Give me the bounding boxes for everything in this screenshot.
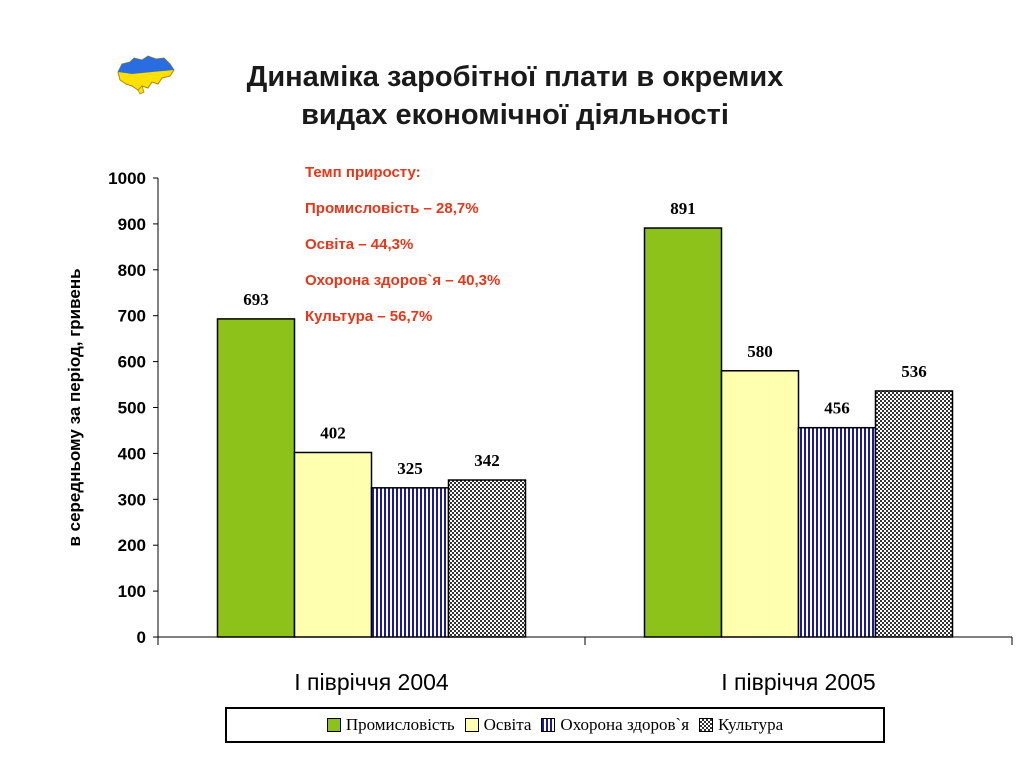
title-line-1: Динаміка заробітної плати в окремих <box>246 61 784 93</box>
page-title: Динаміка заробітної плати в окремих вида… <box>180 58 850 134</box>
data-label-education-1: 402 <box>320 423 346 442</box>
y-tick-label: 1000 <box>108 169 146 188</box>
legend-swatch-education <box>464 718 479 732</box>
chart-legend: Промисловість Освіта Охорона здоров`я Ку… <box>225 707 885 743</box>
x-category-label: І півріччя 2005 <box>721 669 875 695</box>
y-tick-label: 100 <box>118 582 146 601</box>
legend-label-industry: Промисловість <box>345 715 455 734</box>
data-label-industry-1: 693 <box>243 290 269 309</box>
bar-health-1 <box>370 487 450 638</box>
title-line-2: видах економічної діяльності <box>301 99 729 131</box>
legend-label-education: Освіта <box>483 715 532 734</box>
annotation-heading: Темп приросту: <box>305 164 421 181</box>
annotation-line-education: Освіта – 44,3% <box>305 236 414 253</box>
legend-item-education: Освіта <box>464 715 532 735</box>
chart-bars <box>216 227 954 638</box>
y-tick-label: 0 <box>137 628 146 647</box>
y-tick-label: 500 <box>118 399 146 418</box>
data-label-industry-2: 891 <box>670 199 696 218</box>
legend-swatch-culture <box>699 718 714 732</box>
legend-item-industry: Промисловість <box>326 715 455 735</box>
bar-culture-1 <box>447 479 527 638</box>
bar-health-2 <box>797 426 877 638</box>
annotation-line-health: Охорона здоров`я – 40,3% <box>305 272 501 289</box>
y-axis-title: в середньому за період, гривень <box>65 268 84 546</box>
y-tick-label: 400 <box>118 444 146 463</box>
legend-swatch-health <box>541 718 556 732</box>
legend-item-health: Охорона здоров`я <box>541 715 689 735</box>
growth-annotation: Темп приросту: Промисловість – 28,7% Осв… <box>305 160 500 340</box>
y-tick-label: 300 <box>118 490 146 509</box>
annotation-line-culture: Культура – 56,7% <box>305 308 433 325</box>
data-label-culture-2: 536 <box>901 362 927 381</box>
legend-label-culture: Культура <box>718 715 784 734</box>
y-tick-label: 700 <box>118 307 146 326</box>
data-label-education-2: 580 <box>747 342 773 361</box>
bar-education-2 <box>720 370 800 638</box>
data-label-culture-1: 342 <box>474 451 500 470</box>
bar-industry-1 <box>216 318 296 638</box>
bar-culture-2 <box>874 390 954 638</box>
bar-education-1 <box>293 451 373 638</box>
legend-label-health: Охорона здоров`я <box>560 715 690 734</box>
ukraine-map-icon <box>117 55 175 95</box>
bar-industry-2 <box>643 227 723 638</box>
data-label-health-2: 456 <box>824 399 850 418</box>
y-tick-label: 600 <box>118 353 146 372</box>
y-tick-label: 200 <box>118 536 146 555</box>
annotation-line-industry: Промисловість – 28,7% <box>305 200 479 217</box>
legend-swatch-industry <box>326 718 341 732</box>
x-category-label: І півріччя 2004 <box>294 669 449 695</box>
legend-item-culture: Культура <box>699 715 783 735</box>
y-tick-label: 800 <box>118 261 146 280</box>
data-label-health-1: 325 <box>397 459 423 478</box>
y-tick-label: 900 <box>118 215 146 234</box>
chart-labels: 0 100 200 300 400 500 600 700 800 900 1000 в середн… <box>65 169 927 695</box>
